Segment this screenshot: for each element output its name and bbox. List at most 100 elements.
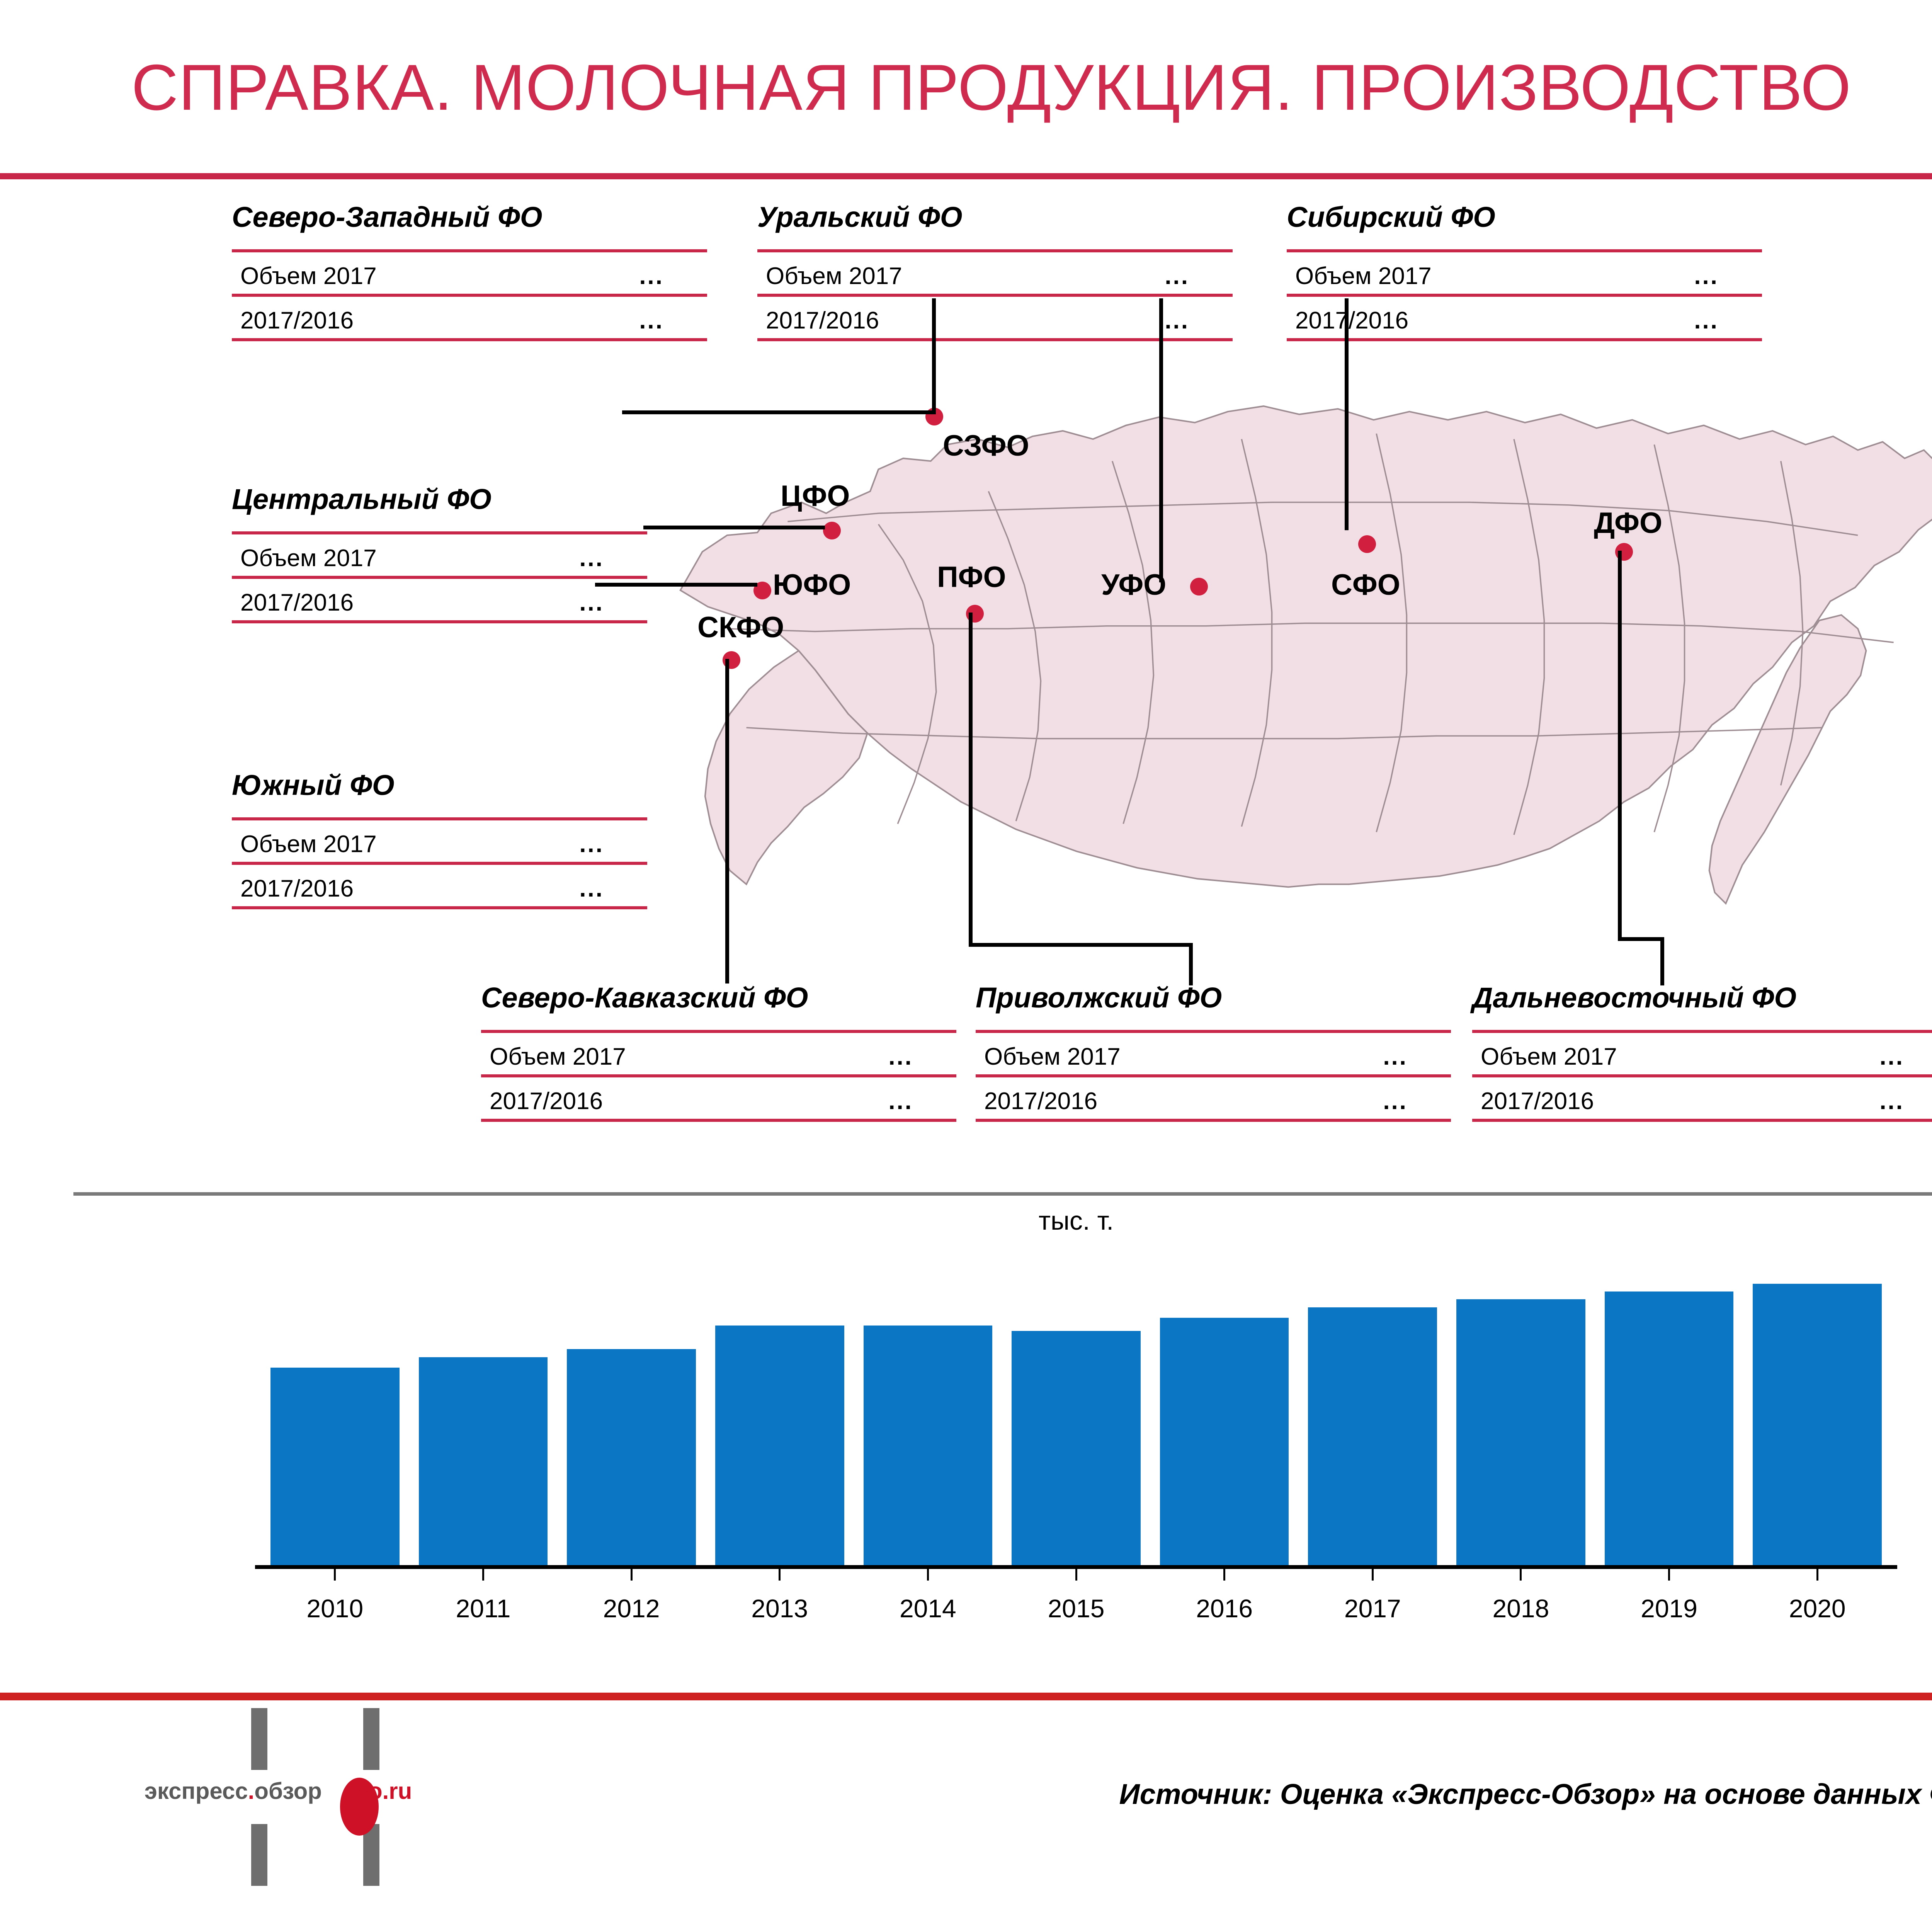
row-key: 2017/2016 (1295, 307, 1409, 334)
bar (1456, 1299, 1585, 1567)
russia-map: СЗФО ЦФО ЮФО ПФО УФО СФО ДФО СКФО (595, 359, 1932, 978)
map-label-sfo: СФО (1331, 568, 1400, 601)
region-card-table: Объем 2017 ... 2017/2016 ... (232, 249, 707, 341)
axis-tick (419, 1569, 548, 1581)
map-dot-ufo (1190, 578, 1208, 596)
table-row: Объем 2017 ... (757, 249, 1233, 294)
row-value: ... (1879, 1043, 1904, 1070)
table-row: 2017/2016 ... (1472, 1074, 1932, 1122)
axis-tick-label: 2017 (1344, 1594, 1401, 1623)
region-card-table: Объем 2017 ... 2017/2016 ... (976, 1030, 1451, 1122)
leader-line-dfo-h (1618, 937, 1664, 941)
section-divider (73, 1192, 1932, 1196)
header-divider (0, 173, 1932, 179)
bar (863, 1326, 993, 1567)
table-row: 2017/2016 ... (232, 294, 707, 341)
axis-tick (1012, 1569, 1141, 1581)
table-row: 2017/2016 ... (232, 862, 647, 909)
bar-column (567, 1252, 696, 1567)
region-card-table: Объем 2017 ... 2017/2016 ... (232, 531, 647, 623)
row-key: Объем 2017 (984, 1043, 1121, 1070)
axis-tick-label: 2015 (1048, 1594, 1105, 1623)
table-row: Объем 2017 ... (232, 817, 647, 862)
logo-text-1: экспресс (144, 1778, 248, 1804)
map-label-cfo: ЦФО (781, 480, 850, 512)
bar-column (270, 1252, 400, 1567)
axis-tick (1308, 1569, 1437, 1581)
bar (1753, 1283, 1882, 1567)
map-dot-sfo (1358, 535, 1376, 553)
region-card-title: Южный ФО (232, 769, 395, 801)
region-card-table: Объем 2017 ... 2017/2016 ... (1287, 249, 1762, 341)
leader-line-pfo-v2 (1189, 943, 1193, 985)
row-key: 2017/2016 (984, 1088, 1098, 1115)
leader-line-dfo-v2 (1660, 937, 1664, 985)
map-shape-svg (679, 405, 1932, 905)
bar (1604, 1291, 1734, 1567)
table-row: 2017/2016 ... (757, 294, 1233, 341)
table-row: Объем 2017 ... (1472, 1030, 1932, 1074)
bracket-bl-h (251, 1824, 260, 1836)
row-key: Объем 2017 (1481, 1043, 1617, 1070)
row-value: ... (1694, 263, 1719, 289)
bar (715, 1326, 844, 1567)
bar-column (863, 1252, 993, 1567)
logo-brackets-icon (247, 1708, 464, 1894)
region-card-table: Объем 2017 ... 2017/2016 ... (1472, 1030, 1932, 1122)
row-key: 2017/2016 (240, 875, 354, 902)
bar-column (715, 1252, 844, 1567)
bar (270, 1367, 400, 1567)
bar-column (1160, 1252, 1289, 1567)
axis-tick (1160, 1569, 1289, 1581)
region-card-table: Объем 2017 ... 2017/2016 ... (232, 817, 647, 909)
leader-line-south (595, 583, 757, 587)
leader-line-szfo-h (622, 410, 935, 414)
row-key: Объем 2017 (240, 263, 377, 289)
region-card-ural: Уральский ФО Объем 2017 ... 2017/2016 ..… (757, 203, 1233, 341)
region-card-title: Уральский ФО (757, 201, 963, 233)
axis-tick (715, 1569, 844, 1581)
bar (1308, 1307, 1437, 1567)
chart-x-labels: 2010 2011 2012 2013 2014 2015 2016 2017 2018 2019… (270, 1594, 1882, 1623)
row-key: Объем 2017 (766, 263, 902, 289)
logo-text-2: обзор (254, 1778, 322, 1804)
bracket-tr-h (371, 1758, 379, 1770)
axis-tick-label: 2018 (1492, 1594, 1549, 1623)
leader-line-pfo-v (969, 613, 973, 947)
logo-wordmark: экспресс.обзор e-o.ru (58, 1778, 498, 1804)
row-value: ... (579, 875, 604, 902)
row-key: Объем 2017 (240, 831, 377, 858)
bar-column (418, 1252, 548, 1567)
table-row: 2017/2016 ... (232, 576, 647, 623)
axis-tick (1605, 1569, 1734, 1581)
table-row: 2017/2016 ... (481, 1074, 956, 1122)
footer-divider (0, 1693, 1932, 1700)
axis-tick (1753, 1569, 1882, 1581)
table-row: Объем 2017 ... (976, 1030, 1451, 1074)
region-card-title: Приволжский ФО (976, 982, 1222, 1014)
chart-unit-label: тыс. т. (1038, 1206, 1114, 1235)
axis-tick (864, 1569, 993, 1581)
axis-tick-label: 2011 (456, 1594, 511, 1623)
row-value: ... (888, 1088, 913, 1115)
map-label-pfo: ПФО (937, 561, 1006, 594)
row-key: 2017/2016 (240, 307, 354, 334)
axis-tick-label: 2010 (306, 1594, 364, 1623)
row-value: ... (579, 589, 604, 616)
row-value: ... (639, 307, 664, 334)
axis-tick (567, 1569, 696, 1581)
leader-line-szfo-v (932, 298, 936, 414)
region-card-title: Центральный ФО (232, 483, 492, 515)
leader-line-siberian (1345, 298, 1349, 530)
leader-line-dfo-v (1618, 551, 1622, 941)
region-card-title: Северо-Кавказский ФО (481, 982, 808, 1014)
table-row: Объем 2017 ... (1287, 249, 1762, 294)
bar-column (1753, 1252, 1882, 1567)
region-card-table: Объем 2017 ... 2017/2016 ... (757, 249, 1233, 341)
axis-tick (1456, 1569, 1585, 1581)
region-card-title: Северо-Западный ФО (232, 201, 543, 233)
region-card-central: Центральный ФО Объем 2017 ... 2017/2016 … (232, 485, 647, 623)
leader-line-central (643, 526, 825, 529)
chart-bars (270, 1252, 1882, 1567)
bar-column (1604, 1252, 1734, 1567)
